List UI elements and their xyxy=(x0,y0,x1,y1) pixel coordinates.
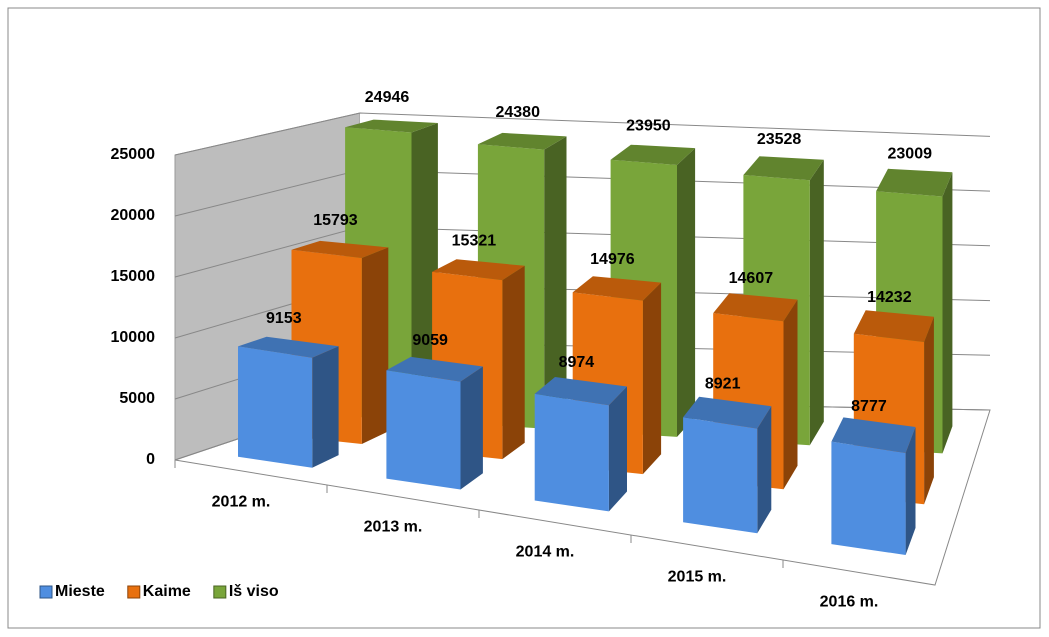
bar xyxy=(683,417,758,534)
bar-top xyxy=(831,417,916,453)
y-tick-label: 25000 xyxy=(111,146,156,163)
bar-3d xyxy=(831,417,916,555)
bar-top xyxy=(610,144,696,165)
data-label: 9153 xyxy=(266,310,302,327)
y-tick-label: 20000 xyxy=(111,207,156,224)
bar-top xyxy=(432,259,525,281)
grid-line xyxy=(174,112,991,156)
legend-swatch xyxy=(213,585,227,599)
bar-top xyxy=(713,293,798,322)
bar-top xyxy=(386,356,483,382)
bar-side xyxy=(411,123,438,421)
bar-side xyxy=(460,366,483,490)
bar-3d xyxy=(683,396,772,534)
bar-top xyxy=(876,168,953,197)
legend-label: Kaime xyxy=(143,583,191,600)
bar-3d xyxy=(386,356,483,490)
bar-side xyxy=(677,148,696,437)
data-label: 14976 xyxy=(590,251,635,268)
bar-side xyxy=(757,406,772,534)
bar-side xyxy=(924,316,934,505)
bar-side xyxy=(544,136,567,429)
bar-top xyxy=(683,396,772,429)
data-label: 15321 xyxy=(452,232,497,249)
bar-side xyxy=(642,282,662,475)
data-label: 14607 xyxy=(729,270,774,287)
data-label: 8777 xyxy=(851,398,887,415)
bar-top xyxy=(572,276,662,301)
legend-label: Iš viso xyxy=(229,583,279,600)
data-label: 9059 xyxy=(412,332,448,349)
bar-top xyxy=(477,132,567,150)
data-label: 23950 xyxy=(626,118,671,135)
bar-3d xyxy=(238,336,339,468)
y-tick-label: 0 xyxy=(146,451,155,468)
data-label: 8974 xyxy=(559,354,595,371)
bar-top xyxy=(743,156,824,181)
data-label: 23009 xyxy=(888,145,933,162)
bar-top xyxy=(345,119,438,133)
bar-side xyxy=(312,346,339,468)
data-label: 24946 xyxy=(365,89,410,106)
y-tick-label: 5000 xyxy=(119,390,155,407)
data-label: 15793 xyxy=(313,212,358,229)
bar xyxy=(238,346,313,468)
legend-swatch xyxy=(39,585,53,599)
x-tick-label: 2013 m. xyxy=(364,519,423,536)
data-label: 24380 xyxy=(495,104,540,121)
bar xyxy=(831,441,906,555)
bar-top xyxy=(238,336,339,358)
x-tick-label: 2014 m. xyxy=(516,544,575,561)
bar-top xyxy=(291,240,389,258)
bar-side xyxy=(905,427,916,555)
y-tick-label: 10000 xyxy=(111,329,156,346)
bar xyxy=(386,370,461,490)
x-tick-label: 2012 m. xyxy=(212,494,271,511)
legend-label: Mieste xyxy=(55,583,105,600)
x-tick-label: 2015 m. xyxy=(668,569,727,586)
bar-top xyxy=(853,310,934,342)
bar xyxy=(534,393,609,512)
bar-side xyxy=(502,265,525,460)
y-tick-label: 15000 xyxy=(111,268,156,285)
data-label: 14232 xyxy=(867,289,912,306)
bar-side xyxy=(361,247,389,444)
bar-3d xyxy=(534,377,627,512)
x-tick-label: 2016 m. xyxy=(820,594,879,611)
data-label: 23528 xyxy=(757,131,802,148)
bar-side xyxy=(942,172,953,454)
bar-side xyxy=(608,386,627,512)
data-label: 8921 xyxy=(705,375,741,392)
bar-side xyxy=(809,159,824,446)
legend-swatch xyxy=(127,585,141,599)
bar-side xyxy=(783,299,798,490)
bar-top xyxy=(534,377,627,406)
